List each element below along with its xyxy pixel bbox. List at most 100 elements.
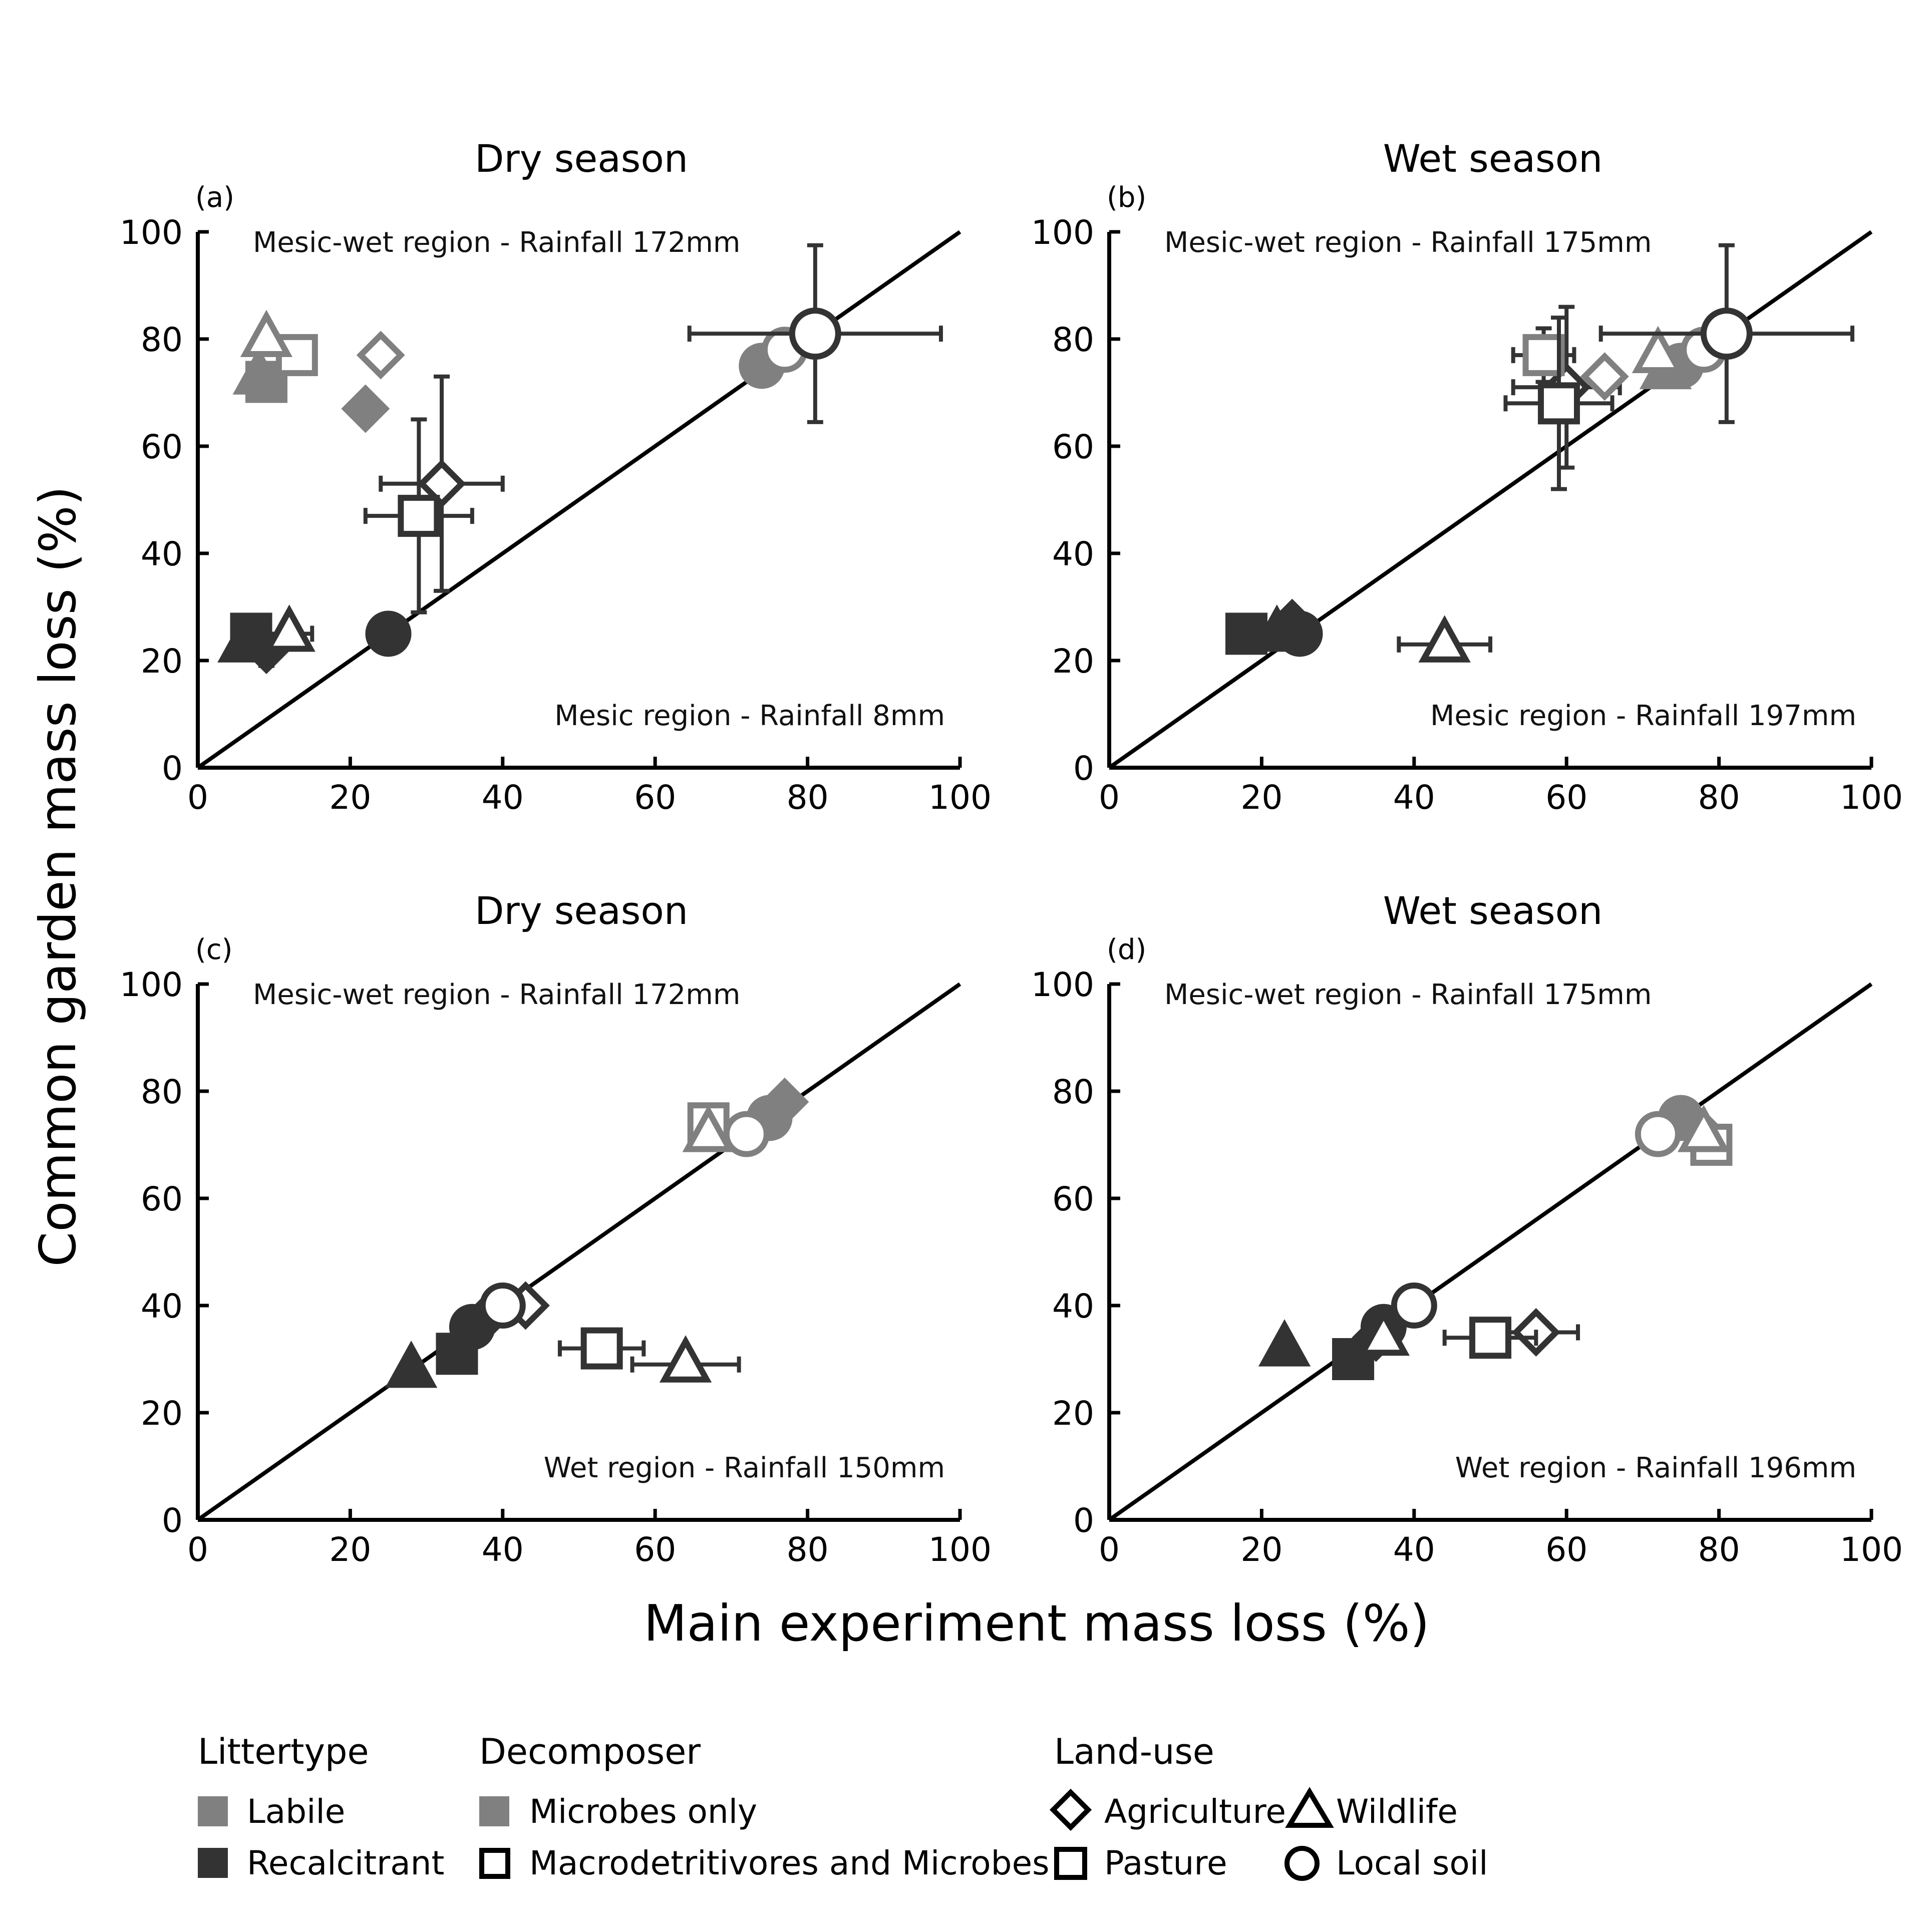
point-wildlife [232, 347, 285, 395]
y-tick-label: 40 [1052, 1287, 1094, 1326]
legend-agriculture-diamond-icon [1049, 1788, 1092, 1831]
legend-recalcitrant-label: Recalcitrant [247, 1844, 444, 1882]
y-tick-label: 40 [141, 1287, 183, 1326]
point-wildlife [240, 309, 293, 357]
panels: 0 20 40 60 80 100 0 20 40 60 80 100 Dry season (a) Mes… [120, 136, 1903, 1569]
legend-pasture-label: Pasture [1104, 1844, 1227, 1882]
y-tick-label: 20 [141, 1394, 183, 1433]
one-to-one-line [1108, 230, 1873, 770]
legend-recalcitrant-swatch [198, 1848, 228, 1878]
x-axis-title: Main experiment mass loss (%) [643, 1594, 1429, 1653]
y-tick-label: 20 [1052, 642, 1094, 681]
point-wildlife [1632, 326, 1685, 374]
point-pasture [1522, 334, 1565, 377]
x-tick-label: 0 [187, 1530, 208, 1569]
legend-littertype-title: Littertype [198, 1731, 369, 1772]
y-tick-label: 0 [1073, 749, 1094, 788]
panel-label: (d) [1107, 933, 1146, 966]
one-to-one-line [1108, 982, 1873, 1522]
x-tick-label: 100 [928, 1530, 992, 1569]
y-tick-label: 0 [162, 1501, 183, 1540]
x-tick-label: 0 [1099, 1530, 1120, 1569]
legend-wildlife-triangle-icon [1285, 1787, 1334, 1828]
y-tick-label: 60 [141, 1180, 183, 1218]
point-pasture [1469, 1317, 1511, 1359]
point-wildlife [1677, 1105, 1730, 1152]
y-tick-label: 40 [1052, 535, 1094, 573]
panel-label: (c) [195, 933, 232, 966]
point-wildlife [1357, 1308, 1410, 1356]
y-tick-label: 60 [1052, 428, 1094, 466]
y-tick-label: 100 [1031, 213, 1094, 252]
annotation-top: Mesic-wet region - Rainfall 175mm [1164, 226, 1652, 259]
point-wildlife [385, 1340, 438, 1388]
point-wildlife [682, 1105, 735, 1152]
y-tick-label: 20 [141, 642, 183, 681]
point-pasture [398, 495, 440, 537]
chart-panel: 0 20 40 60 80 100 0 20 40 60 80 100 Wet season (d) Mes… [1031, 888, 1903, 1569]
x-tick-label: 80 [1698, 778, 1740, 817]
legend-macro-microbes-label: Macrodetritivores and Microbes [529, 1844, 1050, 1882]
x-tick-label: 60 [1545, 778, 1587, 817]
point-local-soil [449, 1304, 495, 1350]
legend-labile-swatch [198, 1796, 228, 1826]
x-tick-label: 40 [1393, 1530, 1435, 1569]
x-tick-label: 100 [928, 778, 992, 817]
legend-wildlife-label: Wildlife [1336, 1792, 1458, 1831]
x-tick-label: 20 [1240, 778, 1282, 817]
point-agriculture [356, 331, 405, 380]
point-pasture [1537, 382, 1580, 425]
legend-pasture-square-icon [1054, 1847, 1087, 1880]
x-tick-label: 80 [1698, 1530, 1740, 1569]
point-wildlife [263, 604, 315, 652]
point-wildlife [1258, 1319, 1311, 1367]
chart-panel: 0 20 40 60 80 100 0 20 40 60 80 100 Dry season (c) Mes… [120, 888, 992, 1569]
x-tick-label: 60 [1545, 1530, 1587, 1569]
x-tick-label: 40 [482, 778, 524, 817]
y-tick-label: 100 [120, 213, 183, 252]
y-tick-label: 80 [1052, 320, 1094, 359]
legend-decomposer-title: Decomposer [479, 1731, 701, 1772]
y-axis-title: Common garden mass loss (%) [29, 486, 87, 1266]
point-local-soil [1700, 307, 1753, 360]
legend-labile-label: Labile [247, 1792, 345, 1831]
one-to-one-line [196, 982, 961, 1522]
x-tick-label: 40 [1393, 778, 1435, 817]
x-tick-label: 0 [1099, 778, 1120, 817]
x-tick-label: 20 [329, 1530, 371, 1569]
x-tick-label: 100 [1840, 1530, 1903, 1569]
y-tick-label: 40 [141, 535, 183, 573]
panel-title: Dry season [475, 136, 688, 181]
annotation-bottom: Mesic region - Rainfall 8mm [554, 700, 945, 732]
panel-title: Dry season [475, 888, 688, 933]
y-tick-label: 0 [1073, 1501, 1094, 1540]
x-tick-label: 0 [187, 778, 208, 817]
y-tick-label: 100 [120, 965, 183, 1004]
point-agriculture [1580, 352, 1629, 401]
panel-title: Wet season [1383, 136, 1603, 181]
x-tick-label: 60 [634, 1530, 676, 1569]
y-tick-label: 60 [141, 428, 183, 466]
x-tick-label: 40 [482, 1530, 524, 1569]
legend-microbes-only-swatch [479, 1796, 509, 1826]
x-tick-label: 60 [634, 778, 676, 817]
y-tick-label: 80 [1052, 1073, 1094, 1111]
legend-landuse-title: Land-use [1054, 1731, 1214, 1772]
x-tick-label: 20 [329, 778, 371, 817]
chart-panel: 0 20 40 60 80 100 0 20 40 60 80 100 Wet season (b) Mes… [1031, 136, 1903, 817]
annotation-bottom: Wet region - Rainfall 196mm [1455, 1452, 1856, 1484]
y-tick-label: 80 [141, 1073, 183, 1111]
y-tick-label: 60 [1052, 1180, 1094, 1218]
panel-title: Wet season [1383, 888, 1603, 933]
point-local-soil [723, 1111, 770, 1157]
annotation-bottom: Mesic region - Rainfall 197mm [1430, 700, 1856, 732]
x-tick-label: 80 [787, 778, 829, 817]
y-tick-label: 100 [1031, 965, 1094, 1004]
y-tick-label: 20 [1052, 1394, 1094, 1433]
point-local-soil [1391, 1282, 1437, 1329]
annotation-top: Mesic-wet region - Rainfall 172mm [253, 226, 740, 259]
point-local-soil [1276, 610, 1323, 657]
panel-label: (b) [1107, 181, 1146, 214]
legend-agriculture-label: Agriculture [1104, 1792, 1286, 1831]
